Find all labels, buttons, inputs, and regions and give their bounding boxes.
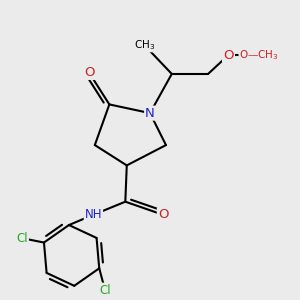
Text: O—: O—: [249, 50, 269, 60]
Text: O—CH$_3$: O—CH$_3$: [239, 48, 279, 62]
Text: Cl: Cl: [16, 232, 28, 245]
Text: N: N: [145, 106, 155, 120]
Text: O: O: [84, 66, 94, 79]
Text: NH: NH: [85, 208, 102, 221]
Text: O: O: [223, 49, 234, 62]
Text: O: O: [223, 49, 234, 62]
Text: O—: O—: [250, 50, 268, 60]
Text: O: O: [158, 208, 168, 221]
Text: O: O: [223, 49, 234, 62]
Text: CH$_3$: CH$_3$: [134, 38, 155, 52]
Text: Cl: Cl: [99, 284, 111, 297]
